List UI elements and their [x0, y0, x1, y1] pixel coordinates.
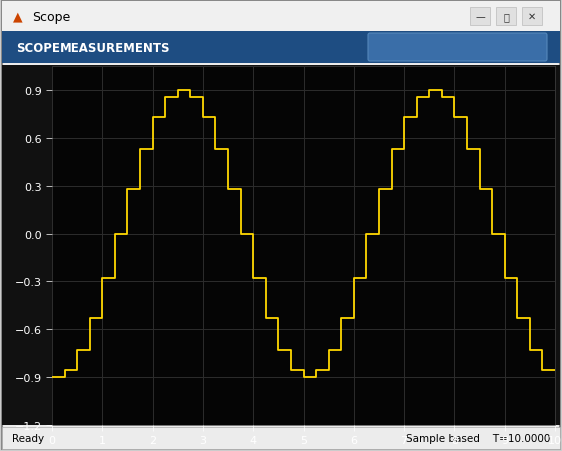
Bar — [470, 8, 490, 26]
Bar — [496, 8, 516, 26]
Bar — [522, 8, 542, 26]
Text: ⬜: ⬜ — [503, 12, 509, 22]
Bar — [2, 427, 560, 449]
Text: SCOPE: SCOPE — [16, 41, 60, 55]
Text: ▲: ▲ — [13, 10, 23, 23]
Text: ✕: ✕ — [528, 12, 536, 22]
Bar — [2, 32, 560, 64]
Bar — [2, 66, 560, 425]
Text: Ready: Ready — [12, 433, 44, 443]
Text: Sample based    T=10.0000: Sample based T=10.0000 — [406, 433, 550, 443]
Text: MEASUREMENTS: MEASUREMENTS — [60, 41, 170, 55]
FancyBboxPatch shape — [368, 34, 547, 62]
Text: Scope: Scope — [32, 10, 70, 23]
Bar — [2, 2, 560, 32]
Text: —: — — [475, 12, 485, 22]
